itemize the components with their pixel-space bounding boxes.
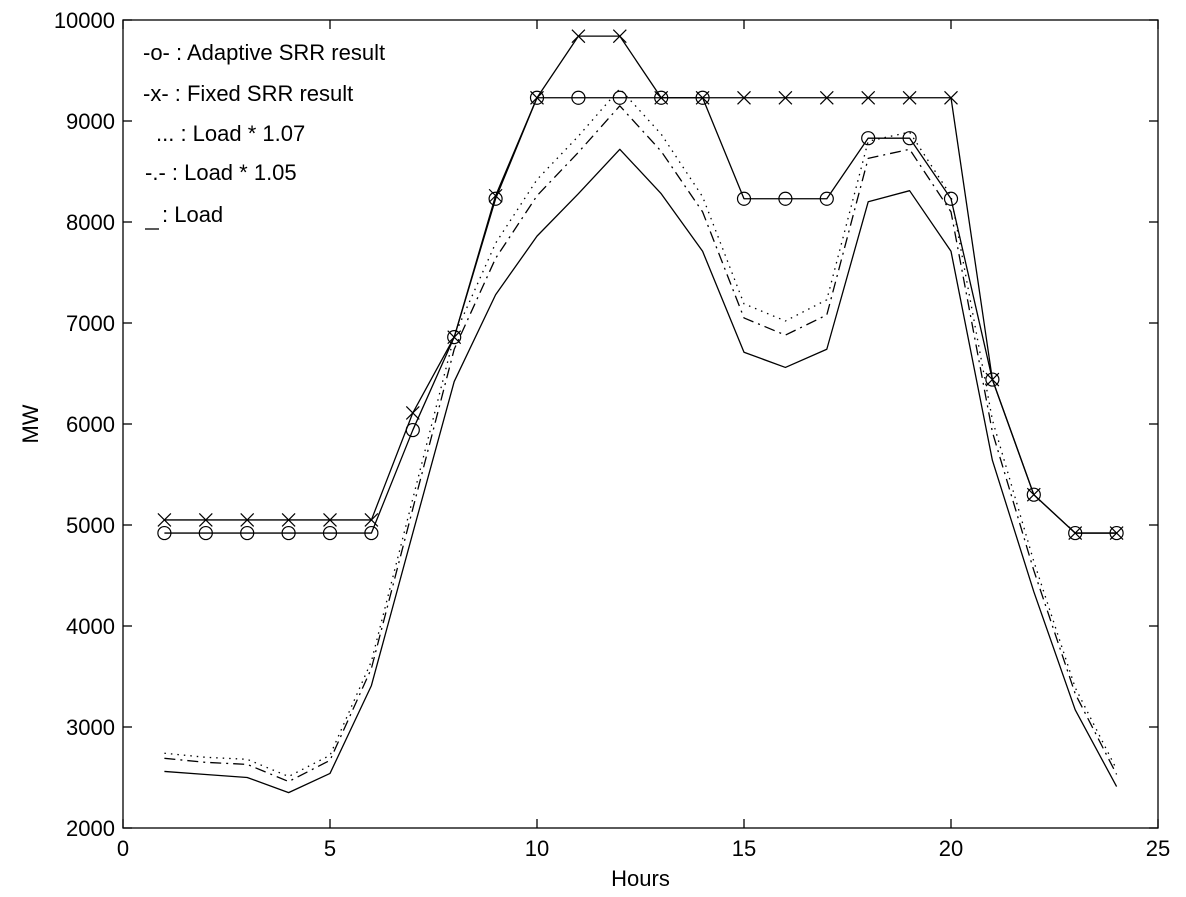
y-tick-label: 7000 xyxy=(66,311,115,336)
point-x xyxy=(612,29,627,44)
point-circle xyxy=(1026,487,1041,502)
point-circle xyxy=(488,191,503,206)
legend-item-3: ... : Load * 1.07 xyxy=(156,121,305,146)
plot-frame xyxy=(122,19,1159,829)
legend-item-4: -.- : Load * 1.05 xyxy=(145,160,297,185)
point-x xyxy=(281,513,296,527)
point-circle xyxy=(364,525,379,541)
y-tick-label: 8000 xyxy=(66,210,115,235)
y-tick-label: 3000 xyxy=(66,715,115,740)
point-circle xyxy=(778,191,793,206)
x-tick-label: 15 xyxy=(732,836,756,861)
y-tick-label: 10000 xyxy=(54,8,115,33)
series-layer xyxy=(157,29,1124,794)
x-axis-label: Hours xyxy=(611,866,670,891)
x-tick-label: 20 xyxy=(939,836,963,861)
point-x xyxy=(654,90,669,105)
point-circle xyxy=(736,191,752,206)
x-tick-label: 25 xyxy=(1146,836,1170,861)
legend: -o- : Adaptive SRR result -x- : Fixed SRR… xyxy=(143,40,385,230)
series-line-3 xyxy=(164,88,1118,778)
point-x xyxy=(737,90,751,105)
y-axis-label: MW xyxy=(18,404,43,443)
point-x xyxy=(695,90,710,105)
point-circle xyxy=(529,90,545,105)
point-x xyxy=(488,188,503,203)
point-x xyxy=(778,90,793,105)
point-circle xyxy=(902,131,917,146)
point-circle xyxy=(819,191,834,206)
point-circle xyxy=(198,525,213,541)
y-tick-label: 9000 xyxy=(66,109,115,134)
point-x xyxy=(944,90,958,105)
point-x xyxy=(861,90,876,105)
point-circle xyxy=(985,372,1000,387)
point-circle xyxy=(612,90,627,105)
legend-item-2: -x- : Fixed SRR result xyxy=(143,81,353,106)
point-circle xyxy=(447,330,462,345)
point-circle xyxy=(281,525,296,541)
point-circle xyxy=(240,525,255,541)
point-circle xyxy=(571,90,586,105)
axis-ticks: 0 5 10 15 20 25 2000 3000 4000 5000 6000 7000 8000 90… xyxy=(54,8,1170,861)
point-x xyxy=(364,513,379,527)
point-x xyxy=(198,513,213,527)
point-x xyxy=(571,29,586,44)
series-line-5 xyxy=(164,148,1118,794)
point-x xyxy=(157,513,172,527)
point-x xyxy=(405,405,420,420)
x-tick-label: 0 xyxy=(117,836,129,861)
y-tick-label: 5000 xyxy=(66,513,115,538)
point-x xyxy=(323,513,337,527)
point-x xyxy=(819,90,834,105)
point-x xyxy=(1109,526,1124,541)
series-line-2 xyxy=(164,35,1117,534)
x-tick-label: 10 xyxy=(525,836,549,861)
point-x xyxy=(1026,487,1041,502)
y-tick-label: 4000 xyxy=(66,614,115,639)
point-x xyxy=(240,513,255,527)
series-line-1 xyxy=(164,97,1117,534)
y-tick-label: 6000 xyxy=(66,412,115,437)
point-x xyxy=(902,90,917,105)
point-x xyxy=(985,372,1000,387)
point-circle xyxy=(861,131,876,146)
point-circle xyxy=(322,525,338,541)
legend-item-1: -o- : Adaptive SRR result xyxy=(143,40,385,65)
series-line-4 xyxy=(164,105,1118,783)
point-x xyxy=(530,90,544,105)
x-tick-label: 5 xyxy=(324,836,336,861)
point-circle xyxy=(943,191,959,206)
point-circle xyxy=(157,525,172,541)
legend-item-5: : Load xyxy=(162,202,223,227)
point-x xyxy=(1068,526,1083,541)
y-tick-label: 2000 xyxy=(66,816,115,841)
